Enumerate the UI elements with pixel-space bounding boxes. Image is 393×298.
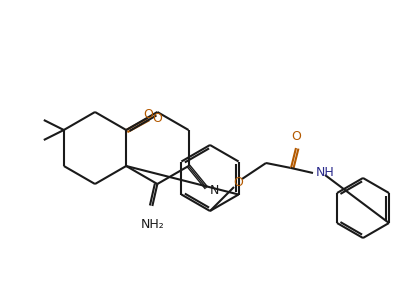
Text: O: O: [152, 111, 162, 125]
Text: O: O: [291, 130, 301, 143]
Text: NH: NH: [316, 167, 335, 179]
Text: O: O: [143, 108, 153, 120]
Text: N: N: [209, 184, 219, 198]
Text: NH₂: NH₂: [140, 218, 164, 231]
Text: O: O: [233, 176, 243, 190]
